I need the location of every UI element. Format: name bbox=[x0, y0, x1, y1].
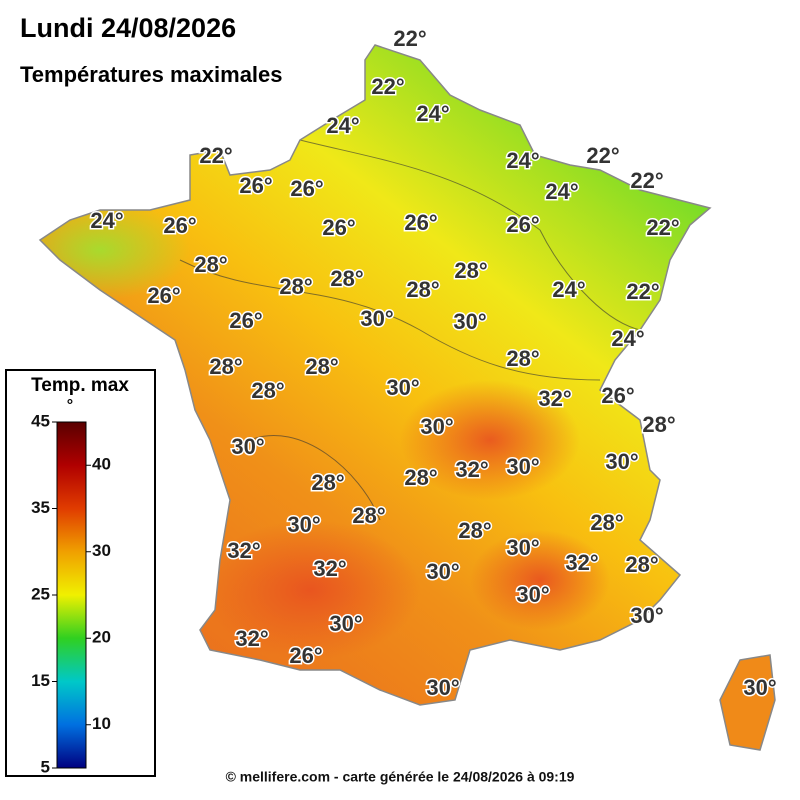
temperature-label: 32° bbox=[565, 550, 598, 575]
temperature-label: 24° bbox=[506, 148, 539, 173]
title: Lundi 24/08/2026 bbox=[20, 13, 236, 43]
temperature-label: 26° bbox=[147, 283, 180, 308]
temperature-label: 28° bbox=[642, 412, 675, 437]
temperature-label: 30° bbox=[287, 512, 320, 537]
temperature-label: 32° bbox=[313, 556, 346, 581]
temperature-label: 26° bbox=[289, 643, 322, 668]
temperature-label: 32° bbox=[235, 626, 268, 651]
temperature-label: 32° bbox=[227, 538, 260, 563]
temperature-label: 26° bbox=[290, 176, 323, 201]
tick-label: 30 bbox=[92, 541, 111, 560]
temperature-label: 24° bbox=[326, 113, 359, 138]
temperature-label: 30° bbox=[426, 675, 459, 700]
temperature-label: 28° bbox=[458, 518, 491, 543]
temperature-label: 22° bbox=[393, 26, 426, 51]
temperature-label: 28° bbox=[506, 346, 539, 371]
temperature-label: 32° bbox=[455, 457, 488, 482]
temperature-label: 28° bbox=[209, 354, 242, 379]
temperature-label: 28° bbox=[352, 503, 385, 528]
temperature-label: 26° bbox=[163, 213, 196, 238]
tick-label: 15 bbox=[31, 671, 50, 690]
temperature-label: 24° bbox=[552, 277, 585, 302]
temperature-label: 30° bbox=[360, 306, 393, 331]
tick-label: 20 bbox=[92, 628, 111, 647]
temperature-label: 22° bbox=[586, 143, 619, 168]
temperature-label: 30° bbox=[743, 675, 776, 700]
temperature-label: 28° bbox=[406, 277, 439, 302]
temperature-label: 24° bbox=[90, 208, 123, 233]
tick-label: 35 bbox=[31, 498, 50, 517]
temperature-label: 28° bbox=[454, 258, 487, 283]
temperature-label: 30° bbox=[506, 535, 539, 560]
tick-label: 45 bbox=[31, 411, 50, 430]
temperature-label: 30° bbox=[506, 454, 539, 479]
temperature-label: 26° bbox=[601, 383, 634, 408]
temperature-label: 26° bbox=[229, 308, 262, 333]
temperature-label: 28° bbox=[311, 470, 344, 495]
tick-label: 10 bbox=[92, 714, 111, 733]
temperature-label: 30° bbox=[386, 375, 419, 400]
temperature-label: 30° bbox=[605, 449, 638, 474]
temperature-label: 30° bbox=[426, 559, 459, 584]
temperature-label: 22° bbox=[371, 74, 404, 99]
temperature-label: 24° bbox=[416, 101, 449, 126]
temperature-label: 28° bbox=[330, 266, 363, 291]
legend-title: Temp. max bbox=[31, 375, 129, 396]
temperature-label: 24° bbox=[545, 179, 578, 204]
temperature-label: 30° bbox=[630, 603, 663, 628]
temperature-label: 28° bbox=[305, 354, 338, 379]
temperature-label: 22° bbox=[199, 143, 232, 168]
temperature-label: 26° bbox=[506, 212, 539, 237]
tick-label: 5 bbox=[41, 757, 50, 776]
tick-label: 25 bbox=[31, 584, 50, 603]
footer: © mellifere.com - carte générée le 24/08… bbox=[226, 769, 575, 785]
subtitle: Températures maximales bbox=[20, 62, 283, 87]
temperature-label: 24° bbox=[611, 326, 644, 351]
temperature-label: 30° bbox=[231, 434, 264, 459]
temperature-labels: 22°22°24° 24°22°26° 26°24° 22°24° 22°24° 26° 2… bbox=[89, 24, 778, 701]
temperature-label: 32° bbox=[538, 386, 571, 411]
temperature-label: 22° bbox=[646, 215, 679, 240]
temperature-label: 26° bbox=[322, 215, 355, 240]
tick-label: 40 bbox=[92, 455, 111, 474]
temperature-label: 22° bbox=[630, 168, 663, 193]
temperature-label: 30° bbox=[453, 309, 486, 334]
temperature-label: 28° bbox=[194, 252, 227, 277]
temperature-label: 30° bbox=[516, 582, 549, 607]
temperature-label: 28° bbox=[625, 552, 658, 577]
temperature-label: 26° bbox=[239, 173, 272, 198]
temperature-label: 26° bbox=[404, 210, 437, 235]
legend-title: ° bbox=[67, 397, 73, 414]
temperature-label: 28° bbox=[251, 378, 284, 403]
legend: Temp. max ° 45 35 25 15 5 40 30 20 10 bbox=[5, 369, 156, 777]
temperature-label: 28° bbox=[404, 465, 437, 490]
temperature-label: 28° bbox=[279, 274, 312, 299]
temperature-label: 30° bbox=[420, 414, 453, 439]
temperature-label: 28° bbox=[590, 510, 623, 535]
temperature-label: 22° bbox=[626, 279, 659, 304]
temperature-label: 30° bbox=[329, 611, 362, 636]
